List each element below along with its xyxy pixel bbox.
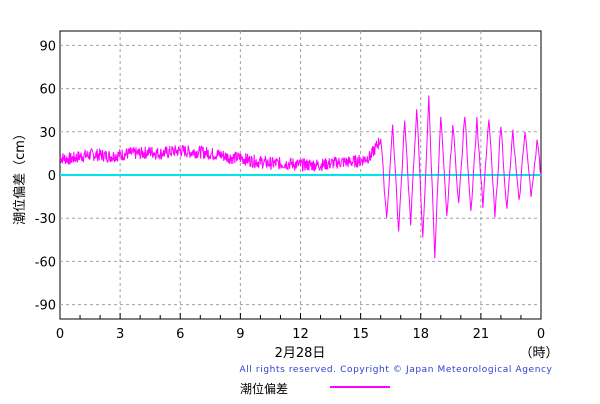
y-tick-label: 0 <box>48 169 56 184</box>
x-unit-label: （時） <box>519 346 558 361</box>
tick-marks <box>59 313 542 319</box>
x-tick-label: 9 <box>236 327 244 342</box>
x-tick-label: 21 <box>473 327 490 342</box>
y-tick-labels: 90 60 30 0 -30 -60 -90 <box>35 39 56 313</box>
x-tick-label: 15 <box>352 327 369 342</box>
y-tick-label: -60 <box>35 255 56 270</box>
x-tick-label: 6 <box>176 327 184 342</box>
x-tick-label: 18 <box>412 327 429 342</box>
legend-label: 潮位偏差 <box>240 381 288 396</box>
x-tick-label: 0 <box>56 327 64 342</box>
copyright-notice: All rights reserved. Copyright © Japan M… <box>240 365 553 375</box>
series-line-tide-deviation <box>59 95 542 259</box>
x-tick-label: 0 <box>537 327 545 342</box>
y-tick-label: 90 <box>39 39 56 54</box>
x-tick-labels: 0 3 6 9 12 15 18 21 0 <box>56 327 545 342</box>
y-tick-label: 60 <box>39 83 56 98</box>
y-tick-label: 30 <box>39 126 56 141</box>
x-tick-label: 12 <box>292 327 309 342</box>
y-tick-label: -90 <box>35 299 56 314</box>
y-tick-label: -30 <box>35 212 56 227</box>
x-date-label: 2月28日 <box>275 346 326 361</box>
y-axis-label: 潮位偏差（cm） <box>13 127 28 225</box>
x-tick-label: 3 <box>116 327 124 342</box>
